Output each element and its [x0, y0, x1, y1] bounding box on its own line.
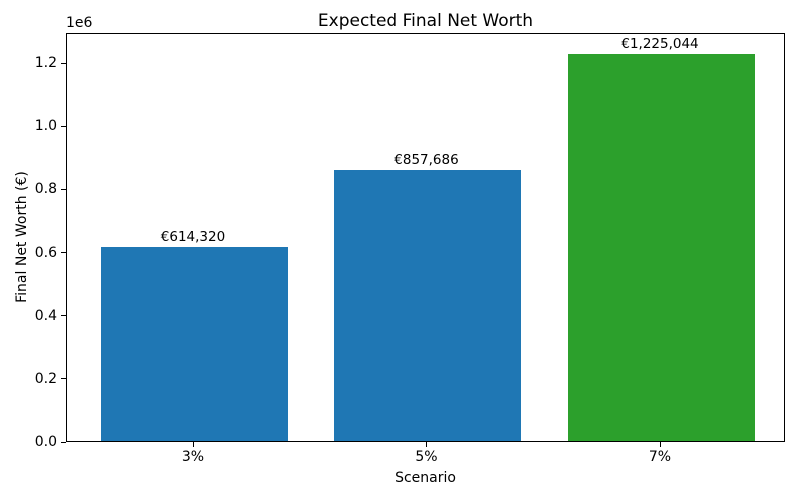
y-tick-mark	[61, 378, 66, 380]
plot-area	[66, 33, 785, 442]
bar-3%	[100, 246, 288, 441]
chart-title: Expected Final Net Worth	[317, 11, 534, 31]
x-tick-label: 3%	[181, 449, 205, 465]
bar-value-label: €1,225,044	[621, 36, 699, 53]
y-tick-label: 1.0	[34, 118, 57, 135]
y-axis-offset-text: 1e6	[66, 15, 93, 31]
x-axis-label: Scenario	[395, 470, 456, 486]
y-tick-label: 0.6	[34, 244, 57, 261]
y-tick-mark	[61, 252, 66, 253]
bar-value-label: €857,686	[394, 152, 459, 169]
y-tick-mark	[61, 315, 66, 317]
bar-7%	[567, 54, 755, 441]
x-tick-mark	[659, 442, 661, 447]
y-tick-mark	[61, 62, 66, 64]
x-tick-mark	[426, 442, 427, 447]
y-tick-label: 1.2	[34, 55, 57, 71]
y-tick-label: 0.4	[34, 307, 57, 324]
y-tick-label: 0.0	[34, 434, 57, 450]
y-tick-mark	[61, 188, 66, 190]
bar-5%	[334, 170, 521, 441]
y-tick-label: 0.2	[34, 370, 57, 387]
y-tick-mark	[61, 441, 66, 443]
x-tick-label: 5%	[415, 449, 438, 465]
bar-value-label: €614,320	[160, 228, 226, 245]
x-tick-label: 7%	[648, 449, 672, 465]
y-tick-mark	[61, 125, 66, 127]
x-tick-mark	[192, 442, 194, 447]
y-tick-label: 0.8	[34, 181, 57, 198]
